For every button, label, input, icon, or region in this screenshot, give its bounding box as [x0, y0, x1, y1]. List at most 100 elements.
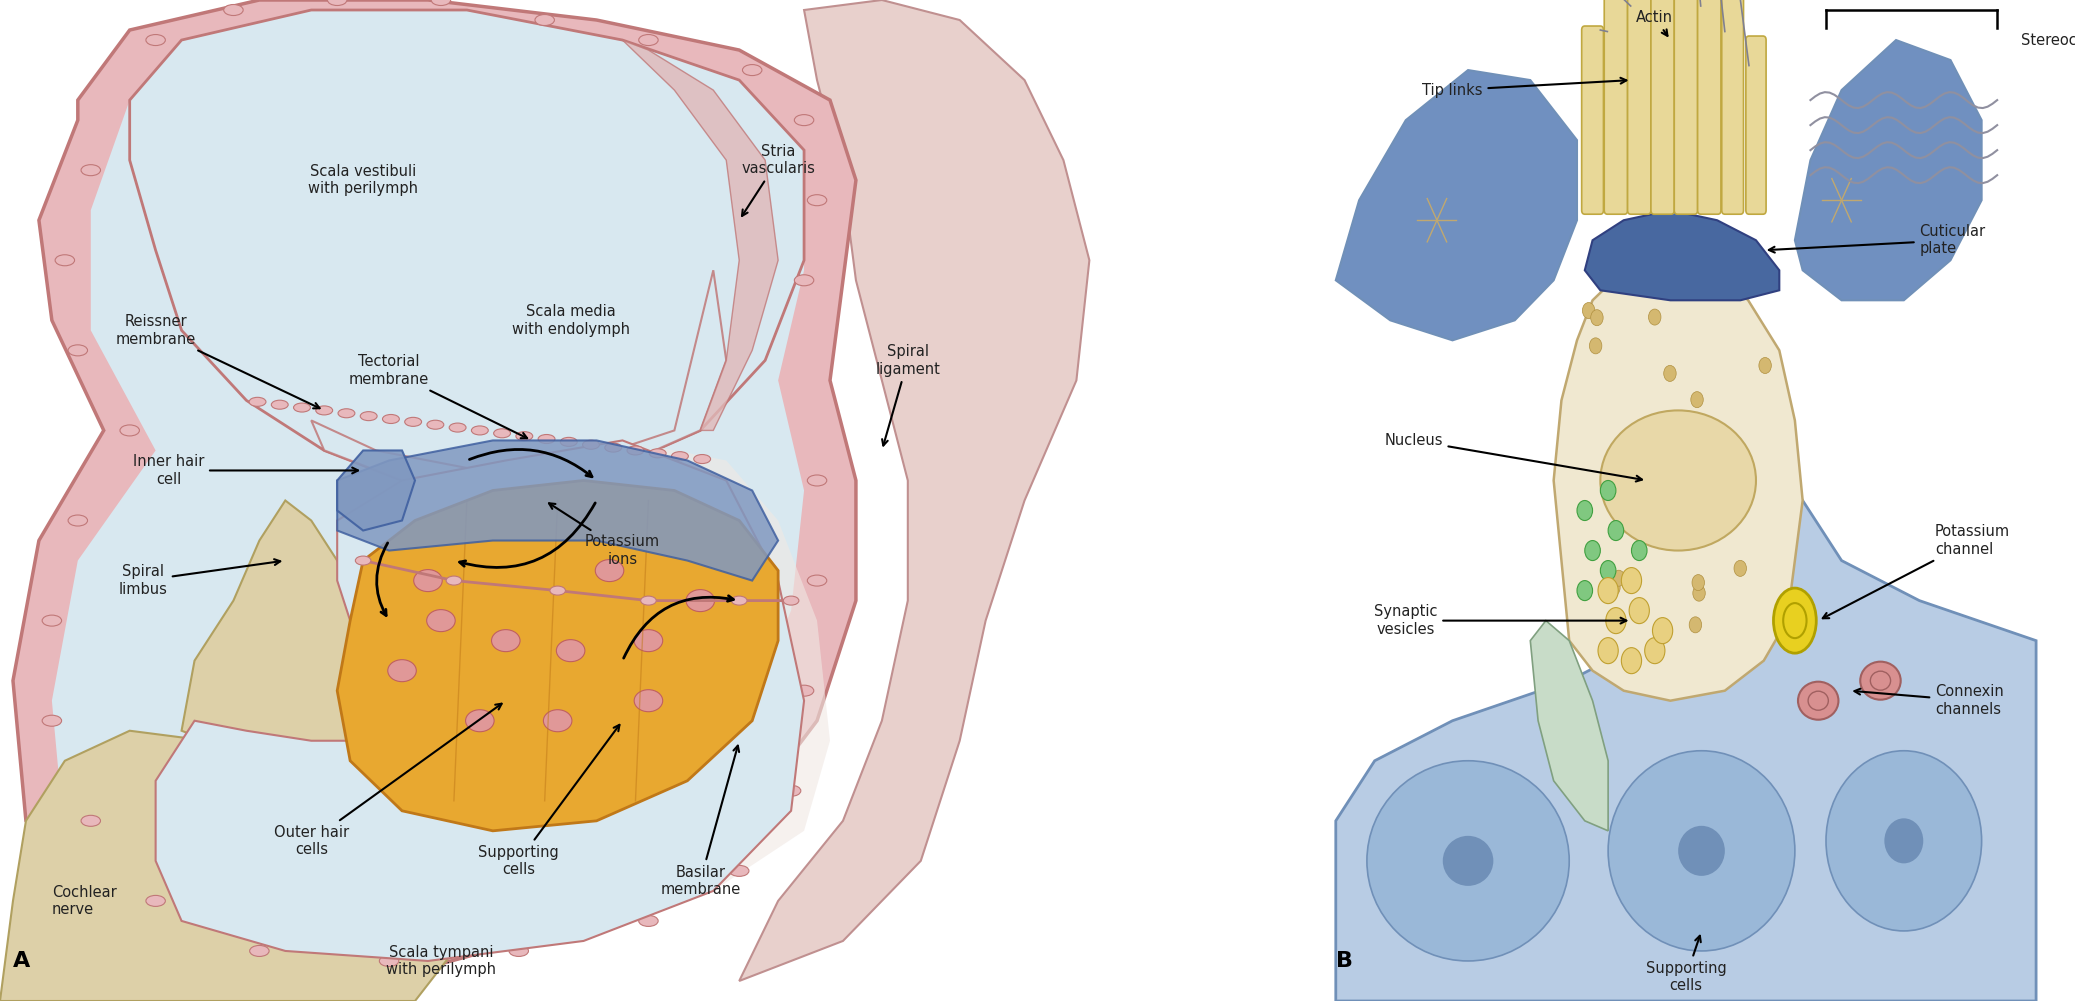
FancyBboxPatch shape — [1627, 0, 1652, 214]
Circle shape — [465, 710, 494, 732]
Ellipse shape — [1870, 671, 1890, 691]
Polygon shape — [0, 731, 454, 1001]
Ellipse shape — [1600, 410, 1755, 551]
Ellipse shape — [448, 423, 467, 432]
Ellipse shape — [81, 164, 100, 176]
Circle shape — [1583, 302, 1596, 318]
Ellipse shape — [537, 434, 554, 443]
Ellipse shape — [249, 397, 266, 406]
Ellipse shape — [432, 0, 450, 5]
Ellipse shape — [672, 451, 689, 460]
Circle shape — [1664, 365, 1677, 381]
Circle shape — [596, 560, 625, 582]
Ellipse shape — [693, 454, 710, 463]
Circle shape — [1691, 391, 1704, 407]
Ellipse shape — [145, 895, 166, 907]
Circle shape — [1693, 586, 1706, 602]
Polygon shape — [183, 500, 390, 781]
Ellipse shape — [328, 0, 347, 5]
Text: Potassium
ions: Potassium ions — [550, 504, 660, 567]
Circle shape — [1577, 581, 1594, 601]
FancyBboxPatch shape — [1581, 26, 1604, 214]
Polygon shape — [311, 270, 726, 490]
Ellipse shape — [535, 14, 554, 25]
Circle shape — [1621, 648, 1641, 674]
Ellipse shape — [355, 557, 371, 565]
Ellipse shape — [1884, 819, 1924, 863]
Text: Stereocilia: Stereocilia — [2021, 33, 2075, 47]
Text: Nucleus: Nucleus — [1384, 433, 1641, 481]
Text: Connexin
channels: Connexin channels — [1855, 685, 2004, 717]
Circle shape — [1652, 618, 1672, 644]
Text: Supporting
cells: Supporting cells — [479, 725, 620, 877]
FancyBboxPatch shape — [1604, 0, 1627, 214]
Circle shape — [413, 570, 442, 592]
Circle shape — [635, 630, 662, 652]
Circle shape — [1760, 357, 1772, 373]
Text: Cuticular
plate: Cuticular plate — [1768, 224, 1986, 256]
Ellipse shape — [1782, 603, 1807, 639]
Polygon shape — [1554, 260, 1803, 701]
Polygon shape — [156, 440, 803, 961]
Text: Supporting
cells: Supporting cells — [1645, 936, 1726, 993]
Ellipse shape — [249, 945, 270, 957]
Circle shape — [1691, 575, 1704, 591]
Ellipse shape — [382, 414, 398, 423]
Text: Reissner
membrane: Reissner membrane — [116, 314, 320, 408]
Ellipse shape — [743, 64, 762, 75]
Circle shape — [1589, 338, 1602, 354]
Text: Scala vestibuli
with perilymph: Scala vestibuli with perilymph — [307, 164, 419, 196]
Ellipse shape — [1367, 761, 1569, 961]
Polygon shape — [336, 450, 415, 531]
Ellipse shape — [1797, 682, 1838, 720]
Circle shape — [544, 710, 573, 732]
Ellipse shape — [427, 420, 444, 429]
Circle shape — [1598, 578, 1618, 604]
Ellipse shape — [1608, 751, 1795, 951]
Polygon shape — [1529, 621, 1608, 831]
Ellipse shape — [224, 5, 243, 15]
Circle shape — [1631, 541, 1648, 561]
Text: Stria
vascularis: Stria vascularis — [741, 144, 815, 216]
Polygon shape — [1585, 210, 1778, 300]
Ellipse shape — [795, 274, 813, 286]
Polygon shape — [1795, 40, 1982, 300]
Circle shape — [1623, 571, 1639, 591]
Ellipse shape — [550, 587, 564, 595]
Ellipse shape — [641, 596, 656, 605]
Text: Scala media
with endolymph: Scala media with endolymph — [513, 304, 629, 336]
Ellipse shape — [272, 400, 288, 409]
Ellipse shape — [1807, 691, 1828, 711]
Polygon shape — [336, 440, 830, 911]
Ellipse shape — [338, 408, 355, 417]
Text: Cochlear
nerve: Cochlear nerve — [52, 885, 116, 917]
Circle shape — [1621, 568, 1641, 594]
Circle shape — [1592, 309, 1604, 325]
Circle shape — [1600, 480, 1616, 500]
Ellipse shape — [795, 685, 813, 697]
Polygon shape — [1336, 70, 1577, 340]
Polygon shape — [622, 40, 778, 430]
Ellipse shape — [68, 344, 87, 356]
Ellipse shape — [1826, 751, 1982, 931]
Ellipse shape — [649, 448, 666, 457]
Ellipse shape — [517, 431, 533, 440]
Text: Inner hair
cell: Inner hair cell — [133, 454, 359, 486]
FancyBboxPatch shape — [1722, 0, 1743, 214]
Circle shape — [388, 660, 417, 682]
Ellipse shape — [583, 440, 600, 449]
Ellipse shape — [730, 865, 749, 877]
Circle shape — [687, 590, 714, 612]
Ellipse shape — [807, 194, 826, 205]
Circle shape — [556, 640, 585, 662]
Circle shape — [1648, 309, 1660, 325]
Circle shape — [1608, 580, 1621, 596]
Circle shape — [1645, 638, 1664, 664]
FancyBboxPatch shape — [1652, 0, 1675, 214]
Ellipse shape — [807, 575, 826, 587]
Ellipse shape — [494, 428, 510, 437]
Text: Basilar
membrane: Basilar membrane — [660, 746, 741, 897]
Text: Potassium
channel: Potassium channel — [1822, 525, 2011, 619]
Circle shape — [1600, 561, 1616, 581]
Polygon shape — [1336, 500, 2036, 1001]
